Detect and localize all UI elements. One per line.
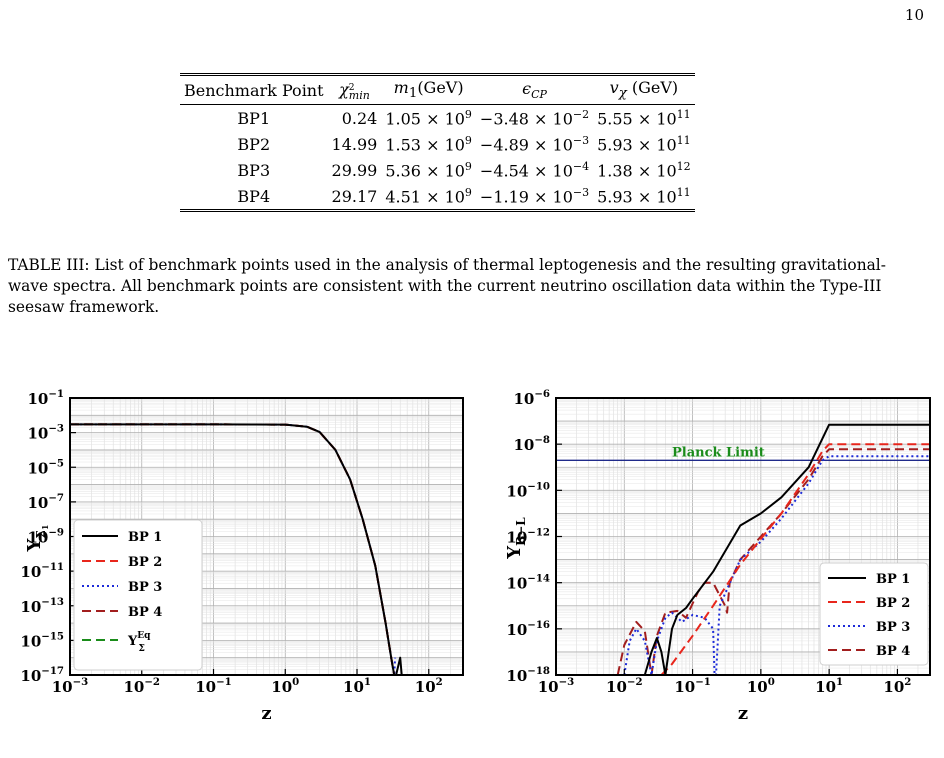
header-m1: m1(GeV): [393, 78, 464, 102]
legend-label: BP 2: [128, 555, 162, 570]
table-cell: 5.93 × 1011: [597, 133, 691, 155]
header-v-chi: vχ (GeV): [609, 78, 679, 102]
x-tick-label: 10−1: [195, 676, 232, 696]
table-cell: −1.19 × 10−3: [479, 185, 590, 207]
table-cell: 1.53 × 109: [385, 133, 472, 155]
table-cell: 5.36 × 109: [385, 159, 472, 181]
page-number: 10: [904, 6, 924, 24]
series-line: [623, 455, 930, 675]
legend-label: BP 1: [876, 572, 910, 587]
table-row: BP2 14.99 1.53 × 109 −4.89 × 10−3 5.93 × 101…: [180, 131, 695, 157]
x-tick-label: 101: [343, 676, 371, 696]
benchmark-table: Benchmark Point χ 2 min m1(GeV) ϵCP vχ (Ge…: [180, 73, 695, 212]
table-cell: −4.54 × 10−4: [479, 159, 590, 181]
table-cell: BP1: [237, 108, 271, 128]
x-axis-label: z: [738, 703, 748, 724]
series-line: [660, 443, 930, 675]
x-tick-label: 10−2: [606, 676, 643, 696]
table-cell: BP2: [237, 134, 271, 154]
table-cell: BP4: [237, 186, 271, 206]
legend-box: [819, 562, 929, 666]
y-tick-label: 10−13: [20, 596, 64, 616]
y-tick-label: 10−12: [506, 527, 550, 547]
series-line: [70, 423, 403, 675]
y-tick-label: 10−11: [20, 561, 64, 581]
y-tick-label: 10−5: [28, 457, 65, 477]
table-header-row: Benchmark Point χ 2 min m1(GeV) ϵCP vχ (Ge…: [180, 74, 695, 105]
y-tick-label: 10−6: [514, 388, 551, 408]
table-cell: 29.17: [331, 186, 378, 206]
table-cell: BP3: [237, 160, 271, 180]
x-tick-label: 10−1: [674, 676, 711, 696]
y-tick-label: 10−10: [506, 480, 550, 500]
table-cell: 14.99: [331, 134, 378, 154]
y-tick-label: 10−16: [506, 619, 550, 639]
legend-label: BP 4: [128, 605, 162, 620]
x-tick-label: 102: [415, 676, 443, 696]
plot-y-sigma1: 10−3 10−2 10−1 100 101 102 10−1 10−3 10−5 10−7 10−…: [20, 388, 464, 724]
table-cell: 29.99: [331, 160, 378, 180]
table-cell: 5.93 × 1011: [597, 185, 691, 207]
legend-label: BP 1: [128, 530, 162, 545]
legend: BP 1 BP 2 BP 3 BP 4: [819, 562, 929, 666]
table-cell: 5.55 × 1011: [597, 107, 691, 129]
y-tick-label: 10−15: [20, 630, 64, 650]
x-tick-label: 102: [883, 676, 911, 696]
x-tick-label: 100: [271, 676, 299, 696]
series-group: [556, 423, 930, 675]
y-tick-label: 10−14: [506, 573, 550, 593]
table-row: BP1 0.24 1.05 × 109 −3.48 × 10−2 5.55 × 1011: [180, 105, 695, 132]
header-epsilon-cp: ϵCP: [522, 78, 547, 102]
x-tick-label: 101: [815, 676, 843, 696]
x-tick-label: 10−2: [124, 676, 161, 696]
y-tick-label: 10−1: [28, 388, 65, 408]
table-row: BP4 29.17 4.51 × 109 −1.19 × 10−3 5.93 × 101…: [180, 183, 695, 211]
table-cell: 0.24: [341, 108, 378, 128]
header-chi2min: χ 2 min: [339, 80, 370, 102]
x-tick-label: 10−3: [52, 676, 89, 696]
planck-limit-label: Planck Limit: [672, 445, 765, 460]
table-cell: −3.48 × 10−2: [479, 107, 590, 129]
y-tick-label: 10−3: [28, 423, 65, 443]
table-cell: 1.38 × 1012: [597, 159, 691, 181]
y-tick-label: 10−7: [28, 492, 65, 512]
table-cell: −4.89 × 10−3: [479, 133, 590, 155]
legend-box: [73, 519, 203, 671]
legend-label: BP 3: [128, 580, 162, 595]
table-cell: 1.05 × 109: [385, 107, 472, 129]
y-tick-label: 10−8: [514, 434, 551, 454]
header-benchmark-point: Benchmark Point: [184, 80, 324, 100]
legend-label: BP 3: [876, 620, 910, 635]
legend-label: BP 2: [876, 596, 910, 611]
x-tick-label: 100: [747, 676, 775, 696]
series-group: [70, 423, 403, 675]
table-caption: TABLE III: List of benchmark points used…: [8, 256, 886, 316]
table-row: BP3 29.99 5.36 × 109 −4.54 × 10−4 1.38 × 101…: [180, 157, 695, 183]
plot-y-b-minus-l: 10−3 10−2 10−1 100 101 102 10−6 10−8 10−10 10−12 1…: [504, 388, 931, 724]
table-cell: 4.51 × 109: [385, 185, 472, 207]
series-line: [556, 423, 930, 675]
x-axis-label: z: [261, 703, 271, 724]
x-tick-label: 10−3: [538, 676, 575, 696]
legend-label: BP 4: [876, 644, 910, 659]
